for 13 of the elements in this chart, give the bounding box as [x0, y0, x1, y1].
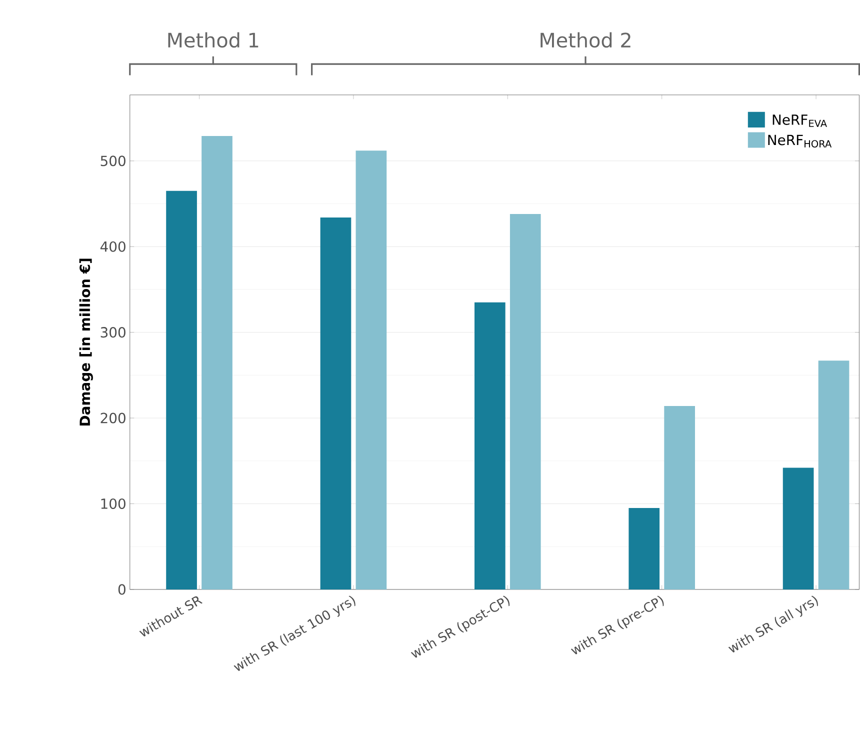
y-tick-label: 400: [100, 241, 126, 252]
y-axis-title: Damage [in million €]: [79, 258, 93, 426]
y-tick-label: 300: [100, 326, 126, 338]
text: Method 1: [168, 32, 258, 48]
text: Method 2: [540, 32, 630, 48]
y-tick-label: 500: [100, 155, 126, 166]
x-tick-label: with SR (last 100 yrs): [234, 596, 356, 671]
y-tick-label: 0: [118, 584, 126, 595]
x-tick-label: with SR (all yrs): [728, 596, 818, 652]
y-tick-label: 100: [101, 498, 126, 509]
legend-label: NeRF$_{EVA}$: [772, 114, 827, 127]
legend-label: NeRF$_{HORA}$: [768, 134, 832, 148]
y-tick-label: 200: [100, 412, 126, 424]
